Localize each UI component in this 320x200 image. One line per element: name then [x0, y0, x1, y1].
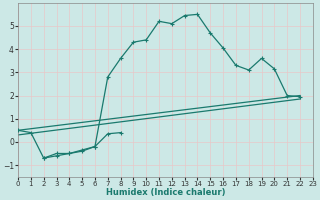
X-axis label: Humidex (Indice chaleur): Humidex (Indice chaleur)	[106, 188, 225, 197]
